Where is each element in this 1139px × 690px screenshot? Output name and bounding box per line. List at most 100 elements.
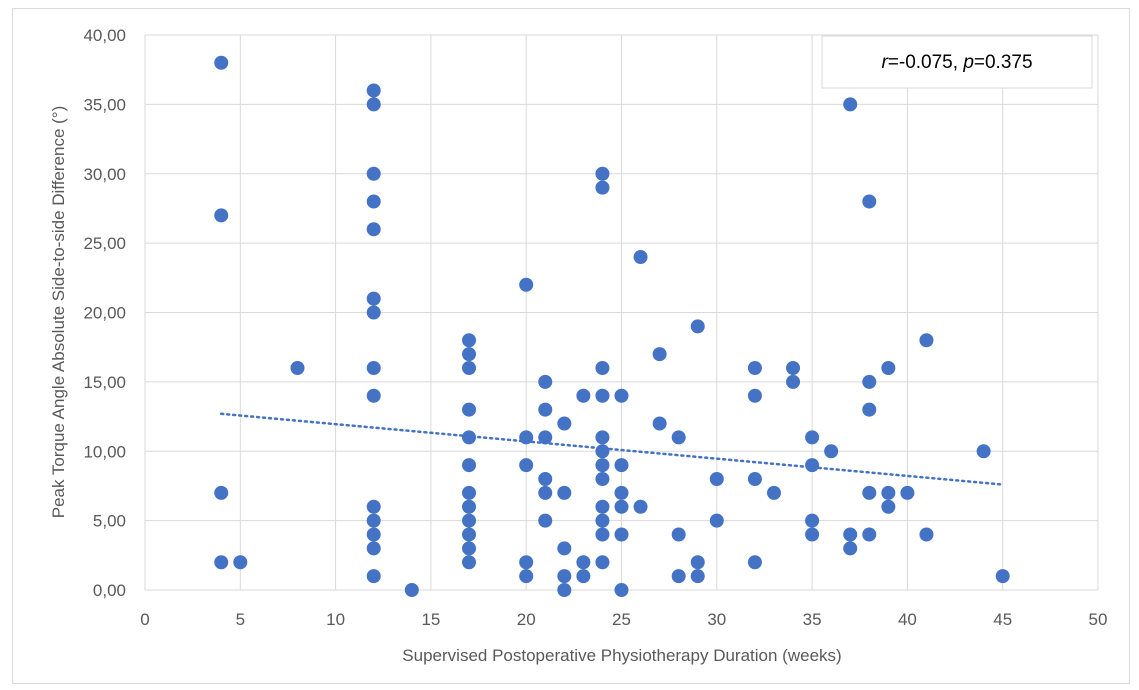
- data-point: [557, 541, 572, 556]
- data-point: [919, 333, 934, 348]
- y-tick-label: 10,00: [83, 442, 126, 461]
- data-point: [462, 402, 477, 417]
- data-point: [843, 541, 858, 556]
- data-point: [843, 97, 858, 112]
- x-axis-title: Supervised Postoperative Physiotherapy D…: [402, 646, 841, 665]
- data-point: [233, 555, 248, 570]
- data-point: [843, 527, 858, 542]
- y-tick-label: 0,00: [93, 581, 126, 600]
- data-point: [690, 569, 705, 584]
- data-point: [366, 83, 381, 98]
- x-tick-label: 35: [803, 610, 822, 629]
- data-point: [805, 458, 820, 473]
- p-value: =0.375: [974, 52, 1033, 73]
- data-point: [557, 569, 572, 584]
- data-point: [595, 513, 610, 528]
- data-point: [366, 541, 381, 556]
- x-tick-label: 20: [517, 610, 536, 629]
- data-point: [538, 472, 553, 486]
- data-point: [595, 166, 610, 181]
- data-point: [900, 485, 915, 500]
- data-point: [462, 458, 477, 473]
- data-point: [995, 569, 1010, 584]
- data-point: [519, 569, 534, 584]
- data-point: [595, 458, 610, 473]
- data-point: [824, 444, 839, 459]
- y-tick-label: 40,00: [83, 26, 126, 45]
- data-point: [709, 513, 724, 528]
- data-points: [214, 55, 1010, 597]
- data-point: [366, 513, 381, 528]
- data-point: [366, 499, 381, 514]
- data-point: [614, 458, 629, 473]
- data-point: [519, 458, 534, 473]
- data-point: [462, 333, 477, 348]
- data-point: [519, 555, 534, 570]
- data-point: [976, 444, 991, 459]
- data-point: [671, 527, 686, 542]
- data-point: [614, 485, 629, 500]
- data-point: [805, 513, 820, 528]
- data-point: [671, 569, 686, 584]
- data-point: [595, 361, 610, 375]
- data-point: [366, 291, 381, 306]
- y-tick-label: 25,00: [83, 234, 126, 253]
- data-point: [214, 55, 229, 70]
- data-point: [747, 472, 762, 486]
- x-tick-label: 50: [1089, 610, 1108, 629]
- annotation-box: [821, 35, 1093, 89]
- y-tick-label: 5,00: [93, 512, 126, 531]
- data-point: [538, 430, 553, 445]
- data-point: [595, 555, 610, 570]
- data-point: [538, 513, 553, 528]
- x-tick-label: 10: [326, 610, 345, 629]
- data-point: [557, 485, 572, 500]
- y-tick-label: 35,00: [83, 95, 126, 114]
- data-point: [766, 485, 781, 500]
- data-point: [462, 347, 477, 362]
- data-point: [462, 499, 477, 514]
- data-point: [862, 485, 877, 500]
- data-point: [747, 555, 762, 570]
- data-point: [366, 222, 381, 237]
- data-point: [595, 388, 610, 403]
- p-symbol: p: [962, 52, 974, 73]
- correlation-annotation: r=-0.075, p=0.375: [881, 52, 1032, 73]
- x-tick-label: 45: [993, 610, 1012, 629]
- data-point: [614, 499, 629, 514]
- data-point: [786, 374, 801, 389]
- data-point: [557, 416, 572, 431]
- data-point: [747, 361, 762, 375]
- data-point: [690, 319, 705, 334]
- data-point: [366, 194, 381, 209]
- data-point: [881, 499, 896, 514]
- y-tick-label: 30,00: [83, 165, 126, 184]
- data-point: [633, 250, 648, 264]
- data-point: [595, 430, 610, 445]
- data-point: [919, 527, 934, 542]
- data-point: [595, 527, 610, 542]
- y-tick-label: 20,00: [83, 304, 126, 323]
- data-point: [404, 583, 419, 597]
- data-point: [214, 555, 229, 570]
- x-tick-label: 15: [421, 610, 440, 629]
- data-point: [595, 499, 610, 514]
- data-point: [614, 388, 629, 403]
- data-point: [595, 472, 610, 486]
- y-tick-label: 15,00: [83, 373, 126, 392]
- chart-frame: [12, 8, 1130, 684]
- x-tick-label: 25: [612, 610, 631, 629]
- data-point: [576, 555, 591, 570]
- data-point: [709, 472, 724, 486]
- data-point: [862, 527, 877, 542]
- data-point: [214, 208, 229, 223]
- data-point: [862, 402, 877, 417]
- data-point: [462, 555, 477, 570]
- trendline: [219, 412, 1004, 486]
- data-point: [576, 569, 591, 584]
- data-point: [538, 374, 553, 389]
- data-point: [519, 277, 534, 292]
- x-axis-ticks: 0 5 10 15 20 25 30 35 40 45 50: [140, 610, 1107, 629]
- data-point: [366, 361, 381, 375]
- data-point: [462, 485, 477, 500]
